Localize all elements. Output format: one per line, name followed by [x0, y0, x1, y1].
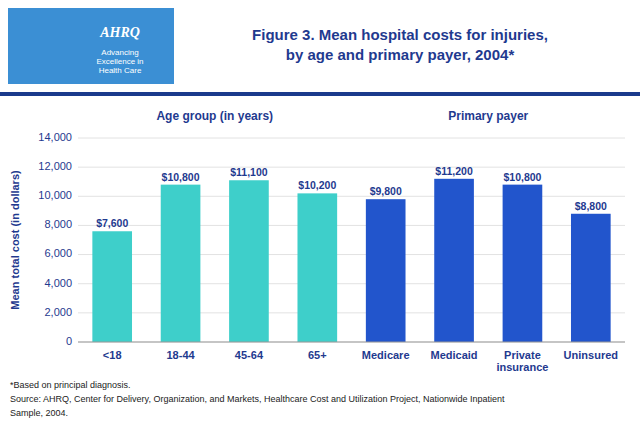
bar — [503, 185, 543, 342]
y-tick-label: 14,000 — [38, 131, 72, 143]
bar — [366, 199, 406, 342]
grid-line — [78, 225, 625, 226]
y-axis: 0 2,000 4,000 6,000 8,000 10,000 12,000 14,000 — [38, 131, 625, 347]
bar — [161, 185, 201, 342]
grid-line — [78, 254, 625, 255]
y-tick-label: 2,000 — [44, 306, 72, 318]
footer: *Based on principal diagnosis. — [10, 380, 131, 390]
x-tick-label: Medicaid — [431, 349, 478, 361]
header — [0, 0, 640, 92]
x-tick-label: 45-64 — [235, 349, 264, 361]
footer: Source: AHRQ, Center for Delivery, Organ… — [10, 394, 505, 404]
y-tick-label: 8,000 — [44, 218, 72, 230]
title: Figure 3. Mean hospital costs for injuri… — [252, 26, 548, 63]
data-label: $7,600 — [96, 217, 128, 229]
data-label: $9,800 — [370, 185, 402, 197]
grid-line — [78, 312, 625, 313]
logo-box — [8, 8, 174, 84]
chart: AHRQ AdvancingExcellence inHealth Care Fig… — [0, 0, 640, 432]
bar — [571, 214, 611, 342]
bar — [229, 180, 269, 342]
y-tick-label: 4,000 — [44, 277, 72, 289]
data-label: $8,800 — [575, 200, 607, 212]
data-label: $10,800 — [162, 171, 200, 183]
grid-line — [78, 167, 625, 168]
data-label: $11,100 — [230, 166, 268, 178]
x-tick-label: Uninsured — [564, 349, 618, 361]
logo-subtext: AdvancingExcellence inHealth Care — [96, 48, 143, 75]
group-label: Primary payer — [448, 109, 528, 123]
data-label: $10,800 — [503, 171, 541, 183]
divider — [0, 92, 640, 96]
y-tick-label: 10,000 — [38, 189, 72, 201]
y-axis-label: Mean total cost (in dollars) — [9, 170, 21, 310]
bar — [92, 231, 132, 342]
data-label: $11,200 — [435, 165, 473, 177]
x-tick-label: Medicare — [362, 349, 410, 361]
group-label: Age group (in years) — [156, 109, 273, 123]
x-tick-label: <18 — [103, 349, 122, 361]
x-axis: <18 18-44 45-64 65+ Medicare Medicaid Privatei… — [103, 349, 618, 373]
grid-line — [78, 342, 625, 343]
grid-line — [78, 283, 625, 284]
grid-line — [78, 138, 625, 139]
x-tick-label: 65+ — [308, 349, 327, 361]
bar — [434, 179, 474, 342]
y-tick-label: 12,000 — [38, 160, 72, 172]
y-tick-label: 0 — [66, 335, 72, 347]
data-label: $10,200 — [298, 179, 336, 191]
y-tick-label: 6,000 — [44, 247, 72, 259]
logo-text: AHRQ — [99, 25, 140, 40]
grid-line — [78, 196, 625, 197]
footer: Sample, 2004. — [10, 408, 68, 418]
bars — [92, 179, 610, 342]
x-axis-line — [78, 342, 625, 343]
data-labels: $7,600 $10,800 $11,100 $10,200 $9,800 $11,200… — [96, 165, 607, 229]
x-tick-label: Privateinsurance — [496, 349, 548, 373]
x-tick-label: 18-44 — [166, 349, 195, 361]
bar — [297, 193, 337, 342]
